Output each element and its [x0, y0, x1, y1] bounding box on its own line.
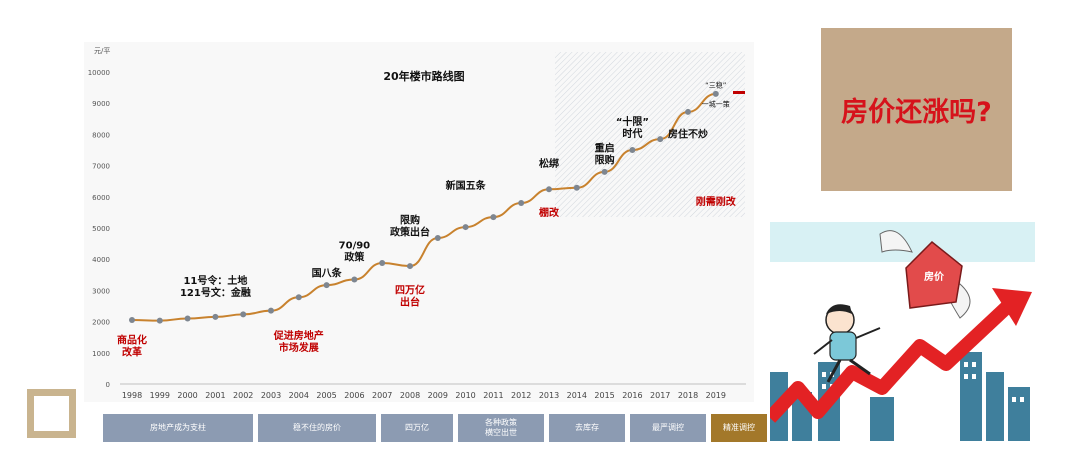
x-tick-label: 2016 — [622, 391, 642, 400]
x-tick-label: 1998 — [122, 391, 142, 400]
data-point — [295, 294, 302, 301]
question-box: 房价还涨吗? — [821, 28, 1012, 191]
data-point — [462, 224, 469, 231]
chart-panel: 元/平 20年楼市路线图 0 1000 2000 3000 4000 5000 6000 70… — [84, 42, 754, 402]
x-tick-label: 2005 — [316, 391, 336, 400]
annotation-label: 刚需刚改 — [696, 195, 737, 208]
phase-segment: 各种政策 横空出世 — [458, 414, 544, 442]
data-point — [657, 136, 664, 143]
chart-title: 20年楼市路线图 — [383, 69, 464, 83]
x-tick-label: 2008 — [400, 391, 420, 400]
annotation-label: 重启限购 — [595, 142, 615, 167]
x-tick-label: 1999 — [150, 391, 170, 400]
y-tick-label: 1000 — [92, 350, 110, 358]
x-tick-label: 2009 — [428, 391, 448, 400]
data-point — [685, 108, 691, 115]
recent-period-shade — [555, 52, 745, 217]
x-tick-label: 2010 — [455, 391, 475, 400]
data-points — [129, 90, 719, 324]
phase-segment: 精准调控 — [711, 414, 767, 442]
question-text: 房价还涨吗? — [841, 97, 992, 128]
cartoon-house-label: 房价 — [924, 270, 945, 283]
phase-segment: 稳不住的房价 — [258, 414, 376, 442]
phase-segment: 四万亿 — [381, 414, 453, 442]
y-unit-label: 元/平 — [94, 47, 110, 55]
phase-segment: 去库存 — [549, 414, 625, 442]
annotation-label: 房住不炒 — [668, 128, 708, 141]
phase-segment: 最严调控 — [630, 414, 706, 442]
data-point — [573, 184, 580, 191]
data-point — [601, 168, 608, 175]
data-point — [379, 259, 386, 266]
data-point — [156, 317, 163, 324]
x-tick-label: 2019 — [706, 391, 726, 400]
data-point — [184, 315, 191, 322]
x-tick-label: 2002 — [233, 391, 253, 400]
y-tick-label: 7000 — [92, 163, 110, 171]
x-tick-label: 2017 — [650, 391, 670, 400]
y-axis: 0 1000 2000 3000 4000 5000 6000 7000 8000 9000 100… — [88, 69, 110, 389]
annotation-label: 四万亿出台 — [395, 284, 425, 309]
annotation-label: 11号令：土地 121号文：金融 — [180, 274, 251, 299]
y-tick-label: 9000 — [92, 100, 110, 108]
y-tick-label: 2000 — [92, 319, 110, 327]
data-point — [546, 186, 552, 193]
annotation-label: 商品化改革 — [117, 333, 147, 358]
phase-segment: 房地产成为支柱 — [103, 414, 253, 442]
annotation-label: 一城一策 — [702, 99, 730, 108]
x-tick-label: 2007 — [372, 391, 392, 400]
x-tick-label: 2000 — [177, 391, 197, 400]
data-point — [240, 311, 247, 318]
data-point — [351, 276, 358, 283]
annotation-label: 棚改 — [539, 206, 560, 219]
x-tick-label: 2018 — [678, 391, 698, 400]
x-tick-label: 2013 — [539, 391, 559, 400]
cartoon-running-man — [813, 304, 881, 383]
annotation-label: 限购政策出台 — [390, 213, 430, 238]
annotation-label: 促进房地产市场发展 — [273, 329, 324, 354]
annotation-label: “三稳” — [705, 81, 726, 90]
x-tick-label: 2003 — [261, 391, 281, 400]
cartoon-rising-arrow — [770, 300, 1013, 423]
y-tick-label: 5000 — [92, 225, 110, 233]
data-point — [629, 147, 636, 153]
annotation-label: 70/90 政策 — [339, 240, 371, 263]
x-tick-label: 2015 — [594, 391, 614, 400]
cartoon-flying-house: 房价 — [879, 230, 971, 319]
data-point — [323, 282, 330, 289]
data-point — [712, 90, 719, 97]
x-tick-label: 2006 — [344, 391, 364, 400]
x-tick-label: 2012 — [511, 391, 531, 400]
y-tick-label: 0 — [106, 381, 110, 389]
data-point — [490, 214, 497, 221]
x-axis: 1998 1999 2000 2001 2002 2003 2004 2005 2006 2007… — [122, 391, 726, 400]
y-tick-label: 10000 — [88, 69, 110, 77]
rising-price-cartoon: 房价 — [770, 222, 1035, 441]
price-line — [131, 92, 716, 322]
line-chart: 元/平 20年楼市路线图 0 1000 2000 3000 4000 5000 6000 70… — [88, 47, 746, 400]
annotation-label: 新国五条 — [446, 179, 487, 192]
data-point — [434, 234, 441, 241]
recent-marker-dash — [733, 91, 745, 94]
x-tick-label: 2001 — [205, 391, 225, 400]
annotation-label: 国八条 — [312, 266, 343, 279]
y-tick-label: 6000 — [92, 194, 110, 202]
annotation-label: 松绑 — [539, 157, 559, 170]
data-point — [268, 307, 274, 314]
decorative-square — [27, 389, 76, 438]
data-point — [212, 313, 219, 320]
y-tick-label: 8000 — [92, 131, 110, 139]
data-point — [407, 263, 413, 270]
y-tick-label: 3000 — [92, 287, 110, 295]
y-tick-label: 4000 — [92, 256, 110, 264]
data-point — [518, 200, 525, 207]
x-tick-label: 2004 — [289, 391, 309, 400]
annotation-label: “十限”时代 — [616, 115, 649, 140]
cartoon-arrow-head — [992, 288, 1032, 326]
phase-bar: 房地产成为支柱 稳不住的房价 四万亿 各种政策 横空出世 去库存 最严调控 精准调控 — [103, 414, 767, 442]
x-tick-label: 2011 — [483, 391, 503, 400]
x-tick-label: 2014 — [567, 391, 587, 400]
data-point — [129, 317, 135, 324]
